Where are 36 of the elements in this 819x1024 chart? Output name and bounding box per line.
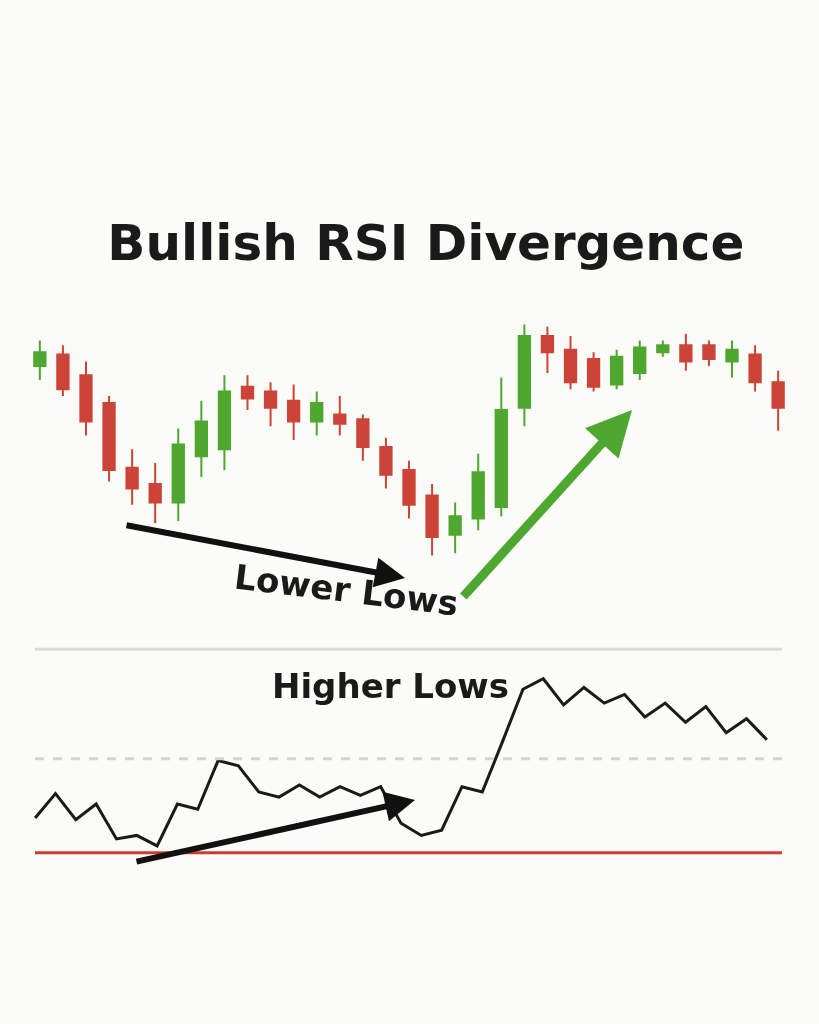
candlestick xyxy=(125,448,139,506)
candlestick xyxy=(148,462,162,525)
candlestick xyxy=(56,344,70,398)
candlestick xyxy=(702,339,716,368)
candlestick xyxy=(725,339,739,379)
candlestick xyxy=(310,390,324,437)
candlestick xyxy=(194,399,208,478)
candlestick xyxy=(610,348,624,391)
candlestick xyxy=(217,374,232,472)
candlestick xyxy=(379,436,393,490)
candlestick xyxy=(748,344,762,393)
candlestick xyxy=(79,360,93,437)
text: Lower Lows xyxy=(232,556,461,624)
candlestick xyxy=(656,339,670,358)
candlestick xyxy=(448,501,462,555)
candlestick xyxy=(102,395,116,483)
candlestick xyxy=(679,332,693,372)
candlestick xyxy=(263,381,278,428)
candlestick xyxy=(425,482,439,557)
candlestick xyxy=(33,339,47,381)
candlestick xyxy=(494,376,508,518)
candlestick xyxy=(517,323,532,428)
candlestick xyxy=(563,334,578,391)
candlestick xyxy=(586,351,601,393)
chart-title: Bullish RSI Divergence xyxy=(107,213,745,272)
candlestick xyxy=(633,339,647,381)
candlestick xyxy=(333,395,347,437)
candlestick xyxy=(286,383,301,441)
candlestick xyxy=(540,325,555,374)
candlestick xyxy=(171,427,185,522)
candlestick xyxy=(402,459,416,520)
candlestick xyxy=(471,452,485,532)
candlestick xyxy=(771,369,785,432)
candlestick xyxy=(240,374,255,411)
candlestick xyxy=(356,413,370,462)
annotation: Higher Lows xyxy=(272,666,509,706)
